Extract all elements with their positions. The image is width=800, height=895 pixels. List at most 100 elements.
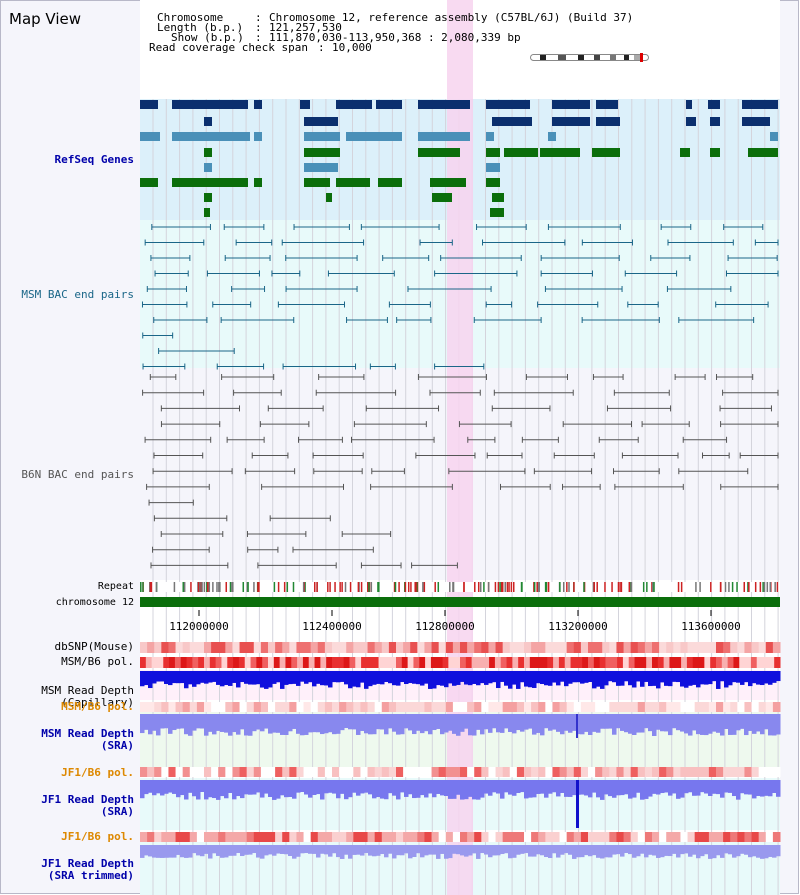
heat-cell [708, 702, 717, 712]
depth-bar [772, 845, 777, 858]
repeat-element [253, 582, 255, 592]
heat-cell [573, 702, 582, 712]
depth-bar [656, 714, 661, 730]
heat-cell [289, 702, 297, 712]
depth-bar [176, 780, 181, 798]
heat-cell [180, 657, 188, 668]
depth-bar [760, 714, 765, 735]
depth-bar [488, 714, 493, 733]
depth-bar [772, 671, 777, 683]
depth-bar [612, 671, 617, 683]
heat-cell [410, 702, 418, 712]
depth-bar [464, 780, 469, 800]
depth-bar [520, 845, 525, 854]
depth-bar [456, 714, 461, 736]
depth-bar [660, 671, 665, 683]
gene-feature [710, 117, 720, 126]
depth-bar [456, 780, 461, 795]
heat-cell [337, 657, 345, 668]
heat-cell [599, 657, 606, 668]
depth-bar [384, 780, 389, 800]
heat-cell [343, 657, 350, 668]
gene-feature [540, 148, 580, 157]
heat-cell [320, 657, 327, 668]
repeat-element [763, 582, 766, 592]
repeat-element [368, 582, 370, 592]
heat-cell [467, 642, 475, 653]
depth-bar [344, 714, 349, 729]
heat-cell [273, 657, 281, 668]
repeat-element [504, 582, 506, 592]
repeat-element [596, 582, 598, 592]
heat-cell [302, 657, 310, 668]
heat-cell [545, 702, 553, 712]
depth-bar [436, 714, 441, 729]
depth-bar [356, 780, 361, 796]
depth-bar [424, 780, 429, 798]
depth-bar [728, 671, 733, 686]
heat-cell [559, 832, 568, 842]
heat-cell [168, 702, 177, 712]
heat-cell [582, 657, 589, 668]
heat-cell [225, 767, 233, 777]
repeat-element [232, 582, 234, 592]
depth-bar [268, 714, 273, 734]
heat-cell [410, 767, 418, 777]
depth-bar [196, 714, 201, 729]
depth-bar [620, 780, 625, 796]
repeat-element [728, 582, 730, 592]
heat-cell [407, 657, 414, 668]
depth-bar [340, 780, 345, 794]
repeat-element [677, 582, 680, 592]
heat-cell [339, 702, 347, 712]
heat-cell [438, 702, 447, 712]
depth-bar [608, 845, 613, 858]
repeat-element [334, 582, 336, 592]
heat-cell [609, 702, 617, 712]
depth-bar [140, 780, 145, 799]
depth-bar [604, 845, 609, 858]
depth-bar [360, 845, 365, 856]
depth-bar [720, 780, 725, 798]
repeat-element [367, 582, 369, 592]
depth-bar [708, 671, 713, 685]
depth-bar [580, 845, 585, 858]
repeat-element [562, 582, 565, 592]
depth-bar [580, 780, 585, 795]
depth-bar [340, 671, 345, 682]
repeat-element [378, 582, 380, 592]
depth-bar [616, 671, 621, 686]
depth-bar [400, 780, 405, 793]
depth-bar [212, 714, 217, 735]
heat-cell [474, 832, 482, 842]
depth-bar [744, 845, 749, 855]
depth-bar [728, 714, 733, 735]
depth-bar [192, 845, 197, 854]
heat-cell [558, 657, 566, 668]
depth-bar [236, 671, 241, 688]
depth-bar [548, 845, 553, 859]
gene-feature [710, 148, 720, 157]
heat-cell [623, 702, 632, 712]
chromosome-ideogram[interactable] [530, 53, 650, 62]
depth-bar [472, 714, 477, 736]
depth-bar [172, 671, 177, 684]
heat-cell [436, 657, 444, 668]
heat-cell [762, 657, 769, 668]
heat-cell [669, 657, 676, 668]
depth-bar [328, 714, 333, 733]
depth-bar [172, 714, 177, 731]
repeat-element [370, 582, 373, 592]
depth-bar [352, 780, 357, 793]
heat-cell [424, 832, 433, 842]
heat-cell [602, 702, 610, 712]
depth-bar [536, 780, 541, 794]
gene-feature [418, 132, 470, 141]
heat-cell [545, 832, 553, 842]
depth-bar [776, 845, 781, 857]
depth-bar [688, 780, 693, 793]
heat-cell [758, 832, 767, 842]
heat-cell [204, 832, 212, 842]
heat-cell [296, 832, 305, 842]
